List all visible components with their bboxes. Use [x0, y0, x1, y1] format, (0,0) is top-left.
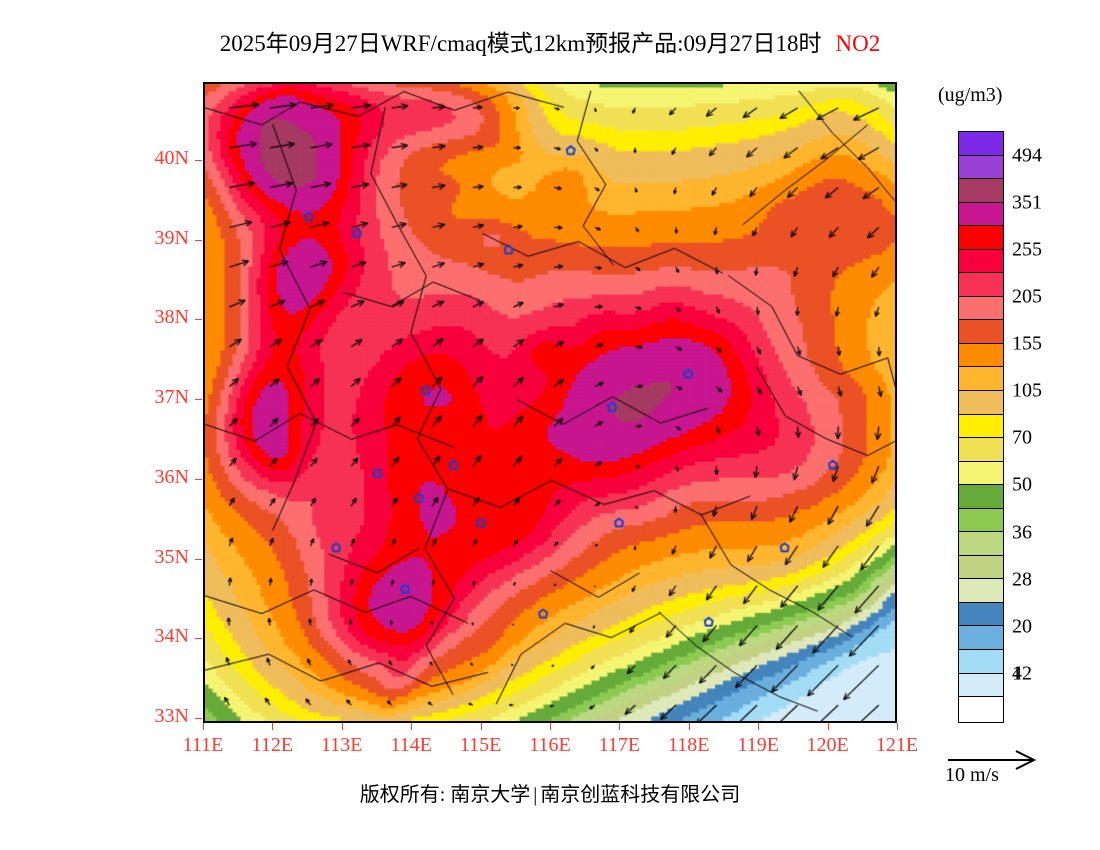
x-tick-119E [758, 723, 760, 730]
y-axis-label-38N: 38N [154, 306, 189, 329]
x-axis-label-120E: 120E [806, 734, 849, 756]
colorbar-label-36: 36 [1012, 521, 1032, 544]
y-tick-38N [195, 319, 202, 321]
map-contour-canvas [205, 84, 895, 721]
colorbar-band-5 [959, 249, 1003, 274]
x-tick-112E [272, 723, 274, 730]
x-tick-115E [480, 723, 482, 730]
colorbar-label-351: 351 [1012, 191, 1042, 214]
colorbar-label-50: 50 [1012, 473, 1032, 496]
colorbar-band-11 [959, 391, 1003, 415]
colorbar-label-494: 494 [1012, 144, 1042, 167]
colorbar-band-15 [959, 485, 1003, 509]
colorbar-band-4 [959, 226, 1003, 250]
colorbar-band-8 [959, 320, 1003, 344]
colorbar-label-70: 70 [1012, 426, 1032, 449]
y-tick-37N [195, 399, 202, 401]
colorbar-band-24 [959, 697, 1003, 721]
colorbar-band-9 [959, 343, 1003, 368]
colorbar-band-18 [959, 555, 1003, 580]
y-tick-34N [195, 638, 202, 640]
title-species-label: NO2 [835, 31, 881, 56]
colorbar-label-205: 205 [1012, 285, 1042, 308]
colorbar-band-6 [959, 273, 1003, 297]
y-tick-36N [195, 478, 202, 480]
footer-separator: | [533, 784, 538, 806]
colorbar-band-12 [959, 414, 1003, 439]
wind-scale-label: 10 m/s [945, 764, 999, 786]
colorbar-band-23 [959, 673, 1003, 698]
y-axis-label-39N: 39N [154, 226, 189, 249]
title-text: 2025年09月27日WRF/cmaq模式12km预报产品:09月27日18时 [219, 31, 822, 56]
colorbar-band-20 [959, 602, 1003, 627]
colorbar-band-2 [959, 179, 1003, 203]
x-tick-114E [411, 723, 413, 730]
y-tick-39N [195, 239, 202, 241]
footer-owner: 版权所有: 南京大学 [359, 784, 531, 806]
footer-company: 南京创蓝科技有限公司 [540, 784, 741, 806]
colorbar-band-3 [959, 202, 1003, 227]
footer-copyright: 版权所有: 南京大学 | 南京创蓝科技有限公司 [0, 778, 1100, 807]
x-tick-121E [897, 723, 898, 730]
colorbar-band-22 [959, 650, 1003, 674]
colorbar-band-13 [959, 438, 1003, 462]
x-axis-label-118E: 118E [668, 734, 710, 756]
x-tick-120E [827, 723, 829, 730]
colorbar-band-1 [959, 155, 1003, 180]
colorbar-band-21 [959, 626, 1003, 651]
colorbar-label-4: 4 [1012, 662, 1022, 685]
x-axis-label-116E: 116E [529, 734, 571, 756]
colorbar-band-7 [959, 296, 1003, 321]
x-axis-label-112E: 112E [251, 734, 294, 756]
forecast-map[interactable] [203, 82, 897, 723]
x-axis-label-111E: 111E [182, 734, 224, 756]
y-axis-label-40N: 40N [154, 147, 189, 169]
colorbar-label-105: 105 [1012, 379, 1042, 402]
colorbar-label-255: 255 [1012, 238, 1042, 261]
x-tick-113E [341, 723, 343, 730]
x-axis-label-121E: 121E [875, 734, 919, 756]
y-axis-label-35N: 35N [154, 545, 189, 568]
colorbar-band-10 [959, 367, 1003, 392]
y-axis-label-36N: 36N [154, 465, 189, 488]
colorbar-label-20: 20 [1012, 615, 1032, 638]
x-axis-label-113E: 113E [321, 734, 363, 756]
x-axis-label-114E: 114E [390, 734, 432, 756]
x-tick-117E [619, 723, 621, 730]
y-axis-label-37N: 37N [154, 386, 189, 409]
wind-scale-arrow-icon [944, 748, 1064, 798]
colorbar[interactable] [958, 131, 1004, 723]
y-tick-40N [195, 160, 202, 161]
colorbar-band-0 [959, 132, 1003, 156]
colorbar-units-label: (ug/m3) [938, 84, 1003, 106]
colorbar-label-12: 12 [1012, 662, 1032, 685]
colorbar-band-19 [959, 579, 1003, 603]
y-tick-33N [195, 718, 202, 719]
x-tick-116E [550, 723, 551, 730]
colorbar-band-14 [959, 461, 1003, 486]
colorbar-label-155: 155 [1012, 332, 1042, 355]
y-axis-label-33N: 33N [154, 705, 189, 727]
y-tick-35N [195, 558, 202, 560]
colorbar-band-16 [959, 508, 1003, 533]
colorbar-label-28: 28 [1012, 568, 1032, 591]
y-axis-label-34N: 34N [154, 625, 189, 648]
x-tick-111E [203, 723, 204, 730]
x-axis-label-115E: 115E [459, 734, 502, 756]
page-title: 2025年09月27日WRF/cmaq模式12km预报产品:09月27日18时 N… [0, 24, 1100, 58]
x-tick-118E [688, 723, 690, 730]
x-axis-label-117E: 117E [598, 734, 641, 756]
x-axis-label-119E: 119E [737, 734, 779, 756]
colorbar-band-17 [959, 532, 1003, 556]
